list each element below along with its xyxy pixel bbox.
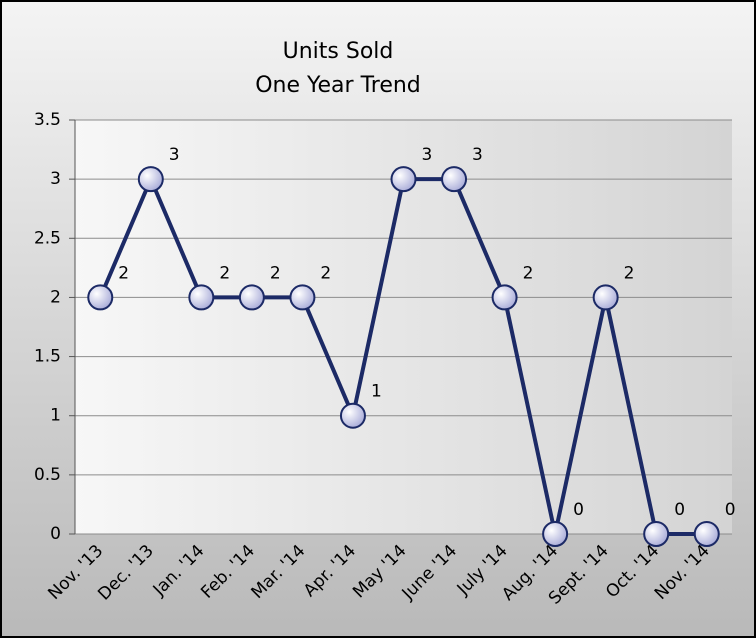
marker bbox=[491, 284, 518, 311]
marker bbox=[542, 521, 569, 547]
chart-title: Units Sold bbox=[283, 39, 394, 64]
data-label: 0 bbox=[674, 500, 685, 520]
marker bbox=[592, 284, 619, 311]
y-tick-label: 0 bbox=[50, 524, 61, 544]
data-label: 2 bbox=[523, 263, 534, 283]
marker bbox=[87, 284, 114, 311]
data-label: 2 bbox=[118, 263, 129, 283]
data-label: 1 bbox=[371, 382, 382, 402]
data-label: 2 bbox=[320, 263, 331, 283]
y-tick-label: 2 bbox=[50, 287, 61, 307]
data-label: 2 bbox=[624, 263, 635, 283]
data-label: 2 bbox=[219, 263, 230, 283]
marker bbox=[390, 166, 417, 193]
marker bbox=[188, 284, 215, 311]
y-tick-label: 2.5 bbox=[34, 228, 61, 248]
data-label: 3 bbox=[472, 145, 483, 165]
data-label: 3 bbox=[422, 145, 433, 165]
data-label: 3 bbox=[169, 145, 180, 165]
y-tick-label: 1 bbox=[50, 406, 61, 426]
marker bbox=[693, 521, 720, 547]
data-label: 2 bbox=[270, 263, 281, 283]
chart-subtitle: One Year Trend bbox=[255, 73, 421, 98]
data-label: 0 bbox=[725, 500, 736, 520]
data-label: 0 bbox=[573, 500, 584, 520]
marker bbox=[441, 166, 468, 193]
marker bbox=[643, 521, 670, 547]
y-tick-label: 3.5 bbox=[34, 110, 61, 130]
marker bbox=[289, 284, 316, 311]
marker bbox=[339, 402, 366, 429]
marker bbox=[238, 284, 265, 311]
y-tick-label: 3 bbox=[50, 169, 61, 189]
marker bbox=[137, 166, 164, 193]
y-tick-label: 0.5 bbox=[34, 465, 61, 485]
y-tick-label: 1.5 bbox=[34, 347, 61, 367]
